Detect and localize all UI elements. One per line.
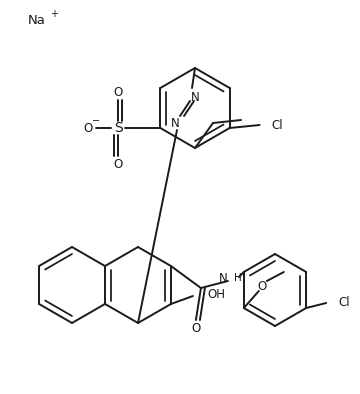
Text: S: S xyxy=(114,121,123,135)
Text: N: N xyxy=(219,271,228,284)
Text: Cl: Cl xyxy=(338,297,350,310)
Text: Na: Na xyxy=(28,13,46,26)
Text: O: O xyxy=(114,158,123,171)
Text: +: + xyxy=(50,9,58,19)
Text: O: O xyxy=(257,279,266,292)
Text: O: O xyxy=(114,85,123,98)
Text: Cl: Cl xyxy=(272,119,283,132)
Text: O: O xyxy=(191,323,201,336)
Text: N: N xyxy=(171,117,179,130)
Text: H: H xyxy=(234,273,242,283)
Text: O: O xyxy=(84,121,93,134)
Text: −: − xyxy=(92,116,100,126)
Text: N: N xyxy=(191,91,199,104)
Text: OH: OH xyxy=(207,288,225,301)
